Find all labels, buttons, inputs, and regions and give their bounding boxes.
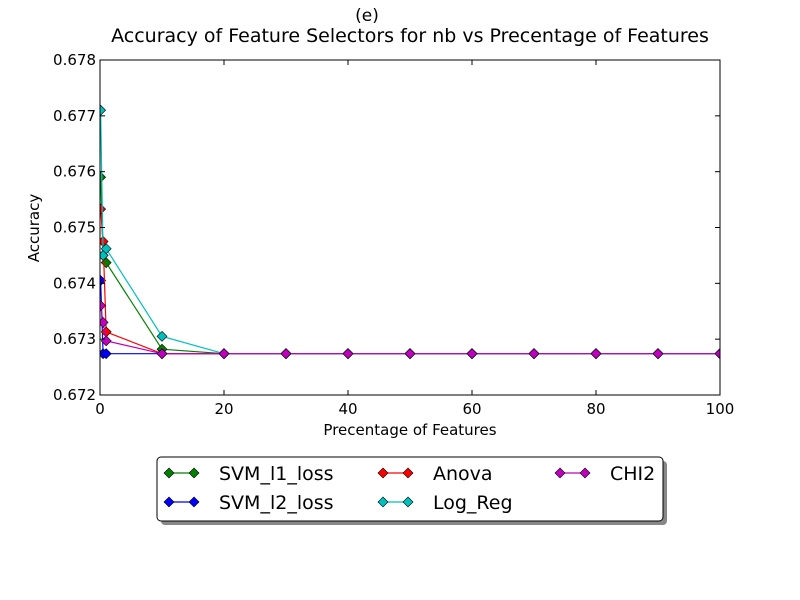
y-tick-label: 0.676: [53, 163, 96, 181]
data-point-chi2: [342, 348, 354, 360]
legend: SVM_l1_loss SVM_l2_loss Anova Log_Reg CHI2: [156, 456, 667, 525]
plot-background: [100, 60, 720, 395]
legend-label-log-reg: Log_Reg: [433, 492, 513, 514]
x-tick-label: 0: [95, 400, 105, 418]
legend-label-svm-l1-loss: SVM_l1_loss: [219, 463, 334, 485]
x-tick-label: 40: [338, 400, 357, 418]
data-point-chi2: [466, 348, 478, 360]
data-point-chi2: [652, 348, 664, 360]
x-tick-label: 80: [586, 400, 605, 418]
data-point-svm-l2-loss: [100, 348, 112, 360]
data-point-log-reg: [100, 104, 107, 116]
y-tick-label: 0.678: [53, 51, 96, 69]
legend-marker-svm-l2-loss: [163, 496, 175, 508]
legend-marker-svm-l1-loss: [188, 467, 200, 479]
legend-frame: [156, 456, 664, 522]
y-tick-label: 0.674: [53, 274, 96, 292]
x-axis-label: Precentage of Features: [323, 421, 496, 439]
legend-marker-chi2: [554, 467, 566, 479]
chart-title: Accuracy of Feature Selectors for nb vs …: [111, 25, 709, 47]
y-tick-label: 0.677: [53, 107, 96, 125]
data-point-chi2: [590, 348, 602, 360]
data-point-chi2: [100, 316, 109, 328]
data-point-chi2: [280, 348, 292, 360]
chart-supertitle: (e): [355, 6, 379, 26]
y-tick-label: 0.673: [53, 330, 96, 348]
legend-marker-anova: [402, 467, 414, 479]
data-point-chi2: [404, 348, 416, 360]
legend-marker-svm-l1-loss: [163, 467, 175, 479]
x-tick-label: 100: [706, 400, 735, 418]
legend-marker-anova: [377, 467, 389, 479]
data-point-chi2: [100, 300, 107, 312]
legend-marker-log-reg: [377, 496, 389, 508]
x-tick-label: 60: [462, 400, 481, 418]
legend-marker-chi2: [579, 467, 591, 479]
y-tick-label: 0.672: [53, 386, 96, 404]
legend-label-svm-l2-loss: SVM_l2_loss: [219, 492, 334, 514]
data-point-log-reg: [156, 330, 168, 342]
x-tick-label: 20: [214, 400, 233, 418]
data-point-chi2: [528, 348, 540, 360]
data-point-log-reg: [100, 243, 112, 255]
legend-label-chi2: CHI2: [610, 463, 655, 485]
y-tick-label: 0.675: [53, 219, 96, 237]
series-group: [100, 104, 720, 360]
data-point-chi2: [156, 348, 168, 360]
data-point-chi2: [714, 348, 720, 360]
legend-label-anova: Anova: [433, 463, 493, 485]
y-axis-label: Accuracy: [25, 194, 43, 263]
plot-area: 0 20 40 60 80 100 0.672 0.673 0.674 0.675 0.676 0.6…: [53, 51, 734, 418]
legend-marker-log-reg: [402, 496, 414, 508]
legend-marker-svm-l2-loss: [188, 496, 200, 508]
data-point-chi2: [218, 348, 230, 360]
